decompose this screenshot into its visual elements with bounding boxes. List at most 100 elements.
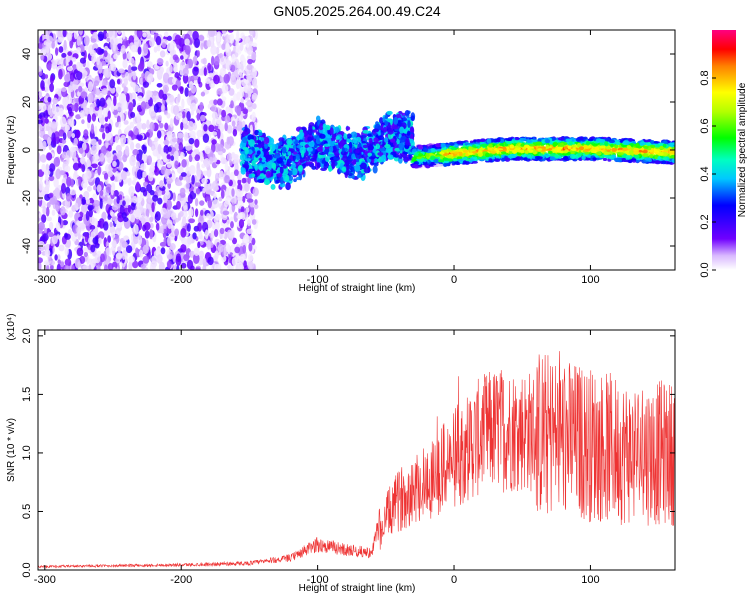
spectrogram-cell xyxy=(292,144,297,149)
spectrogram-cell xyxy=(157,197,163,205)
spectrogram-cell xyxy=(229,160,233,166)
spectrogram-cell xyxy=(241,136,248,144)
spectrogram-cell xyxy=(141,144,147,151)
spectrogram-cell xyxy=(93,199,100,207)
spectrogram-cell xyxy=(117,30,122,35)
spectrogram-cell xyxy=(123,120,129,125)
spectrogram-cell xyxy=(203,157,211,168)
spectrogram-cell xyxy=(250,51,257,61)
spectrogram-cell xyxy=(254,163,259,171)
spectrogram-cell xyxy=(79,147,84,154)
spectrogram-cell xyxy=(192,30,199,41)
spectrogram-cell xyxy=(242,195,246,204)
spectrogram-cell xyxy=(175,217,180,223)
spectrogram-cell xyxy=(163,140,170,145)
spectrogram-cell xyxy=(44,83,50,93)
spectrogram-cell xyxy=(144,230,150,239)
spectrogram-cell xyxy=(45,206,50,217)
spectrogram-cell xyxy=(229,171,235,182)
spectrogram-cell xyxy=(50,264,54,270)
spectrogram-cell xyxy=(142,224,147,232)
spectrogram-cell xyxy=(142,189,148,197)
spectrogram-cell xyxy=(226,152,233,162)
spectrogram-cell xyxy=(189,130,196,138)
spectrogram-cell xyxy=(172,104,180,116)
spectrogram-cell xyxy=(87,204,94,211)
spectrogram-cell xyxy=(215,116,222,125)
spectrogram-cell xyxy=(105,247,112,256)
spectrogram-cell xyxy=(48,221,54,231)
spectrogram-cell xyxy=(186,111,191,122)
spectrogram-cell xyxy=(384,143,391,149)
spectrogram-cell xyxy=(62,220,69,226)
spectrogram-cell xyxy=(78,216,83,222)
spectrogram-cell xyxy=(214,172,220,182)
spectrogram-cell xyxy=(251,219,257,225)
spectrogram-cell xyxy=(74,169,78,178)
spectrogram-cell xyxy=(231,188,235,197)
spectrogram-cell xyxy=(99,152,105,162)
spectrogram-cell xyxy=(163,237,167,245)
spectrogram-cell xyxy=(92,193,98,201)
spectrogram-cell xyxy=(93,185,97,191)
spectrogram-cell xyxy=(285,182,291,191)
spectrogram-cell xyxy=(38,249,42,256)
spectrogram-cell xyxy=(66,33,72,40)
spectrogram-cell xyxy=(217,243,224,253)
spectrogram-cell xyxy=(48,192,54,198)
spectrogram-cell xyxy=(196,167,202,177)
spectrogram-cell xyxy=(207,30,215,38)
spectrogram-cell xyxy=(98,139,102,146)
spectrogram-cell xyxy=(76,46,82,53)
spectrogram-cell xyxy=(156,82,163,88)
spectrogram-cell xyxy=(57,36,63,43)
spectrogram-cell xyxy=(94,254,101,264)
spectrogram-cell xyxy=(207,183,214,190)
spectrogram-cell xyxy=(212,199,220,209)
spectrogram-cell xyxy=(184,131,189,142)
spectrogram-cell xyxy=(136,115,141,124)
spectrogram-cell xyxy=(97,237,103,245)
spectrogram-cell xyxy=(71,132,76,139)
spectrogram-cell xyxy=(51,209,56,216)
spectrogram-cell xyxy=(150,30,155,35)
spectrogram-cell xyxy=(181,216,187,227)
spectrogram-cell xyxy=(61,183,67,194)
spectrogram-cell xyxy=(219,227,225,235)
spectrogram-cell xyxy=(146,155,152,166)
spectrogram-cell xyxy=(247,254,254,262)
spectrogram-cell xyxy=(199,151,204,162)
spectrogram-cell xyxy=(210,105,217,113)
spectrogram-cell xyxy=(96,264,101,270)
spectrogram-cell xyxy=(319,133,326,139)
spectrogram-cell xyxy=(138,249,144,258)
spectrogram-cell xyxy=(136,30,143,39)
spectrogram-cell xyxy=(211,131,218,136)
spectrogram-cell xyxy=(160,104,166,112)
spectrogram-cell xyxy=(234,246,241,254)
spectrogram-cell xyxy=(80,51,85,57)
spectrogram-cell xyxy=(154,137,159,142)
spectrogram-cell xyxy=(137,63,144,72)
spectrogram-cell xyxy=(152,149,159,157)
spectrogram-cell xyxy=(246,63,253,71)
spectrogram-cell xyxy=(187,121,195,132)
spectrogram-cell xyxy=(382,126,388,133)
spectrogram-cell xyxy=(78,30,83,36)
spectrogram-cell xyxy=(238,219,245,229)
spectrogram-cell xyxy=(202,257,207,268)
spectrogram-cell xyxy=(83,191,90,199)
spectrogram-cell xyxy=(52,136,57,146)
spectrogram-cell xyxy=(96,57,101,66)
spectrogram-cell xyxy=(386,110,393,115)
spectrogram-cell xyxy=(202,170,208,176)
spectrogram-cell xyxy=(248,168,253,173)
spectrogram-cell xyxy=(238,262,243,270)
spectrogram-cell xyxy=(239,73,244,79)
spectrogram-cell xyxy=(383,137,389,143)
spectrogram-cell xyxy=(243,92,249,99)
spectrogram-cell xyxy=(177,93,181,103)
spectrogram-cell xyxy=(221,84,229,94)
spectrogram-cell xyxy=(81,203,88,214)
